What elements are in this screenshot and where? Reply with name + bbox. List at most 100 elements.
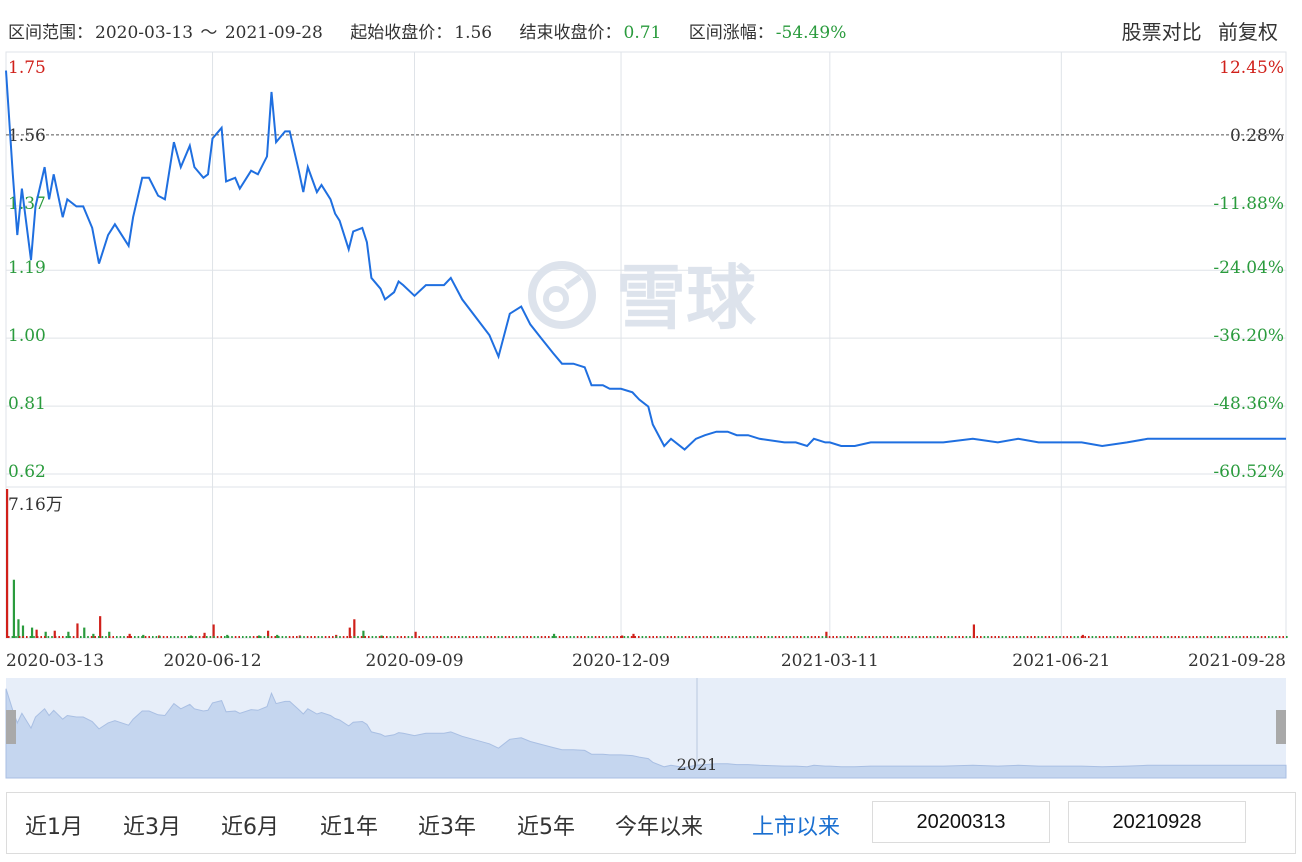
volume-bar-min bbox=[767, 636, 770, 638]
navigator-area bbox=[5, 688, 1287, 779]
volume-bar-min bbox=[602, 636, 604, 638]
volume-bar bbox=[632, 633, 635, 638]
volume-bar-min bbox=[1239, 636, 1241, 638]
volume-bar-min bbox=[857, 636, 860, 638]
volume-bar-min bbox=[886, 636, 888, 638]
period-3m-button[interactable]: 近3月 bbox=[123, 815, 181, 840]
volume-bar-min bbox=[1286, 636, 1288, 638]
open-price-label: 起始收盘价： bbox=[350, 23, 453, 43]
period-since-listing-button[interactable]: 上市以来 bbox=[752, 815, 841, 840]
volume-bar-min bbox=[670, 636, 672, 638]
volume-bar-min bbox=[854, 636, 856, 638]
volume-bar-min bbox=[1260, 636, 1263, 638]
volume-bar-min bbox=[94, 636, 96, 638]
volume-bar-min bbox=[666, 636, 669, 638]
volume-bar-min bbox=[436, 636, 438, 638]
volume-bar-min bbox=[206, 636, 208, 638]
volume-bar-min bbox=[216, 636, 219, 638]
volume-bar bbox=[108, 631, 111, 638]
x-tick-label: 2020-06-12 bbox=[164, 651, 262, 671]
volume-bar-min bbox=[126, 636, 129, 638]
period-1y-button[interactable]: 近1年 bbox=[320, 815, 378, 840]
volume-bar-min bbox=[1041, 636, 1043, 638]
volume-bar-min bbox=[108, 636, 111, 638]
volume-bar-min bbox=[562, 636, 564, 638]
volume-bar-min bbox=[900, 636, 903, 638]
volume-bar bbox=[226, 634, 229, 638]
period-6m-button[interactable]: 近6月 bbox=[221, 815, 279, 840]
period-1m-button[interactable]: 近1月 bbox=[25, 815, 83, 840]
y-tick-label-left: 0.62 bbox=[8, 462, 46, 482]
volume-bar-min bbox=[335, 636, 338, 638]
volume-bar-min bbox=[681, 636, 683, 638]
volume-bar-min bbox=[1250, 636, 1252, 638]
end-date-input[interactable]: 20210928 bbox=[1068, 801, 1246, 843]
volume-bar bbox=[380, 635, 383, 638]
volume-bar-min bbox=[69, 636, 71, 638]
volume-bar-min bbox=[112, 636, 114, 638]
price-chart: 雪球 1.751.561.371.191.000.810.62 12.45%0.… bbox=[5, 51, 1288, 779]
volume-bar-min bbox=[1160, 636, 1162, 638]
watermark-logo-icon bbox=[528, 261, 596, 329]
volume-bar-min bbox=[306, 636, 309, 638]
price-series-line bbox=[5, 70, 1286, 451]
volume-bar-min bbox=[526, 636, 528, 638]
x-tick-label: 2020-12-09 bbox=[572, 651, 670, 671]
navigator-left-handle[interactable] bbox=[6, 710, 16, 744]
volume-bar-min bbox=[677, 636, 680, 638]
volume-bar-min bbox=[1062, 636, 1065, 638]
volume-bar-min bbox=[1016, 636, 1018, 638]
volume-bar-min bbox=[303, 636, 305, 638]
change-value: -54.49% bbox=[775, 23, 847, 43]
volume-bar-min bbox=[958, 636, 960, 638]
volume-bar-min bbox=[1181, 636, 1184, 638]
volume-bar-min bbox=[36, 636, 39, 638]
volume-bar-min bbox=[1282, 636, 1284, 638]
volume-bar-min bbox=[98, 636, 100, 638]
period-ytd-button[interactable]: 今年以来 bbox=[615, 815, 704, 840]
volume-bar-min bbox=[285, 636, 287, 638]
y-tick-label-left: 1.19 bbox=[8, 258, 46, 278]
period-5y-button[interactable]: 近5年 bbox=[517, 815, 575, 840]
x-tick-label: 2020-03-13 bbox=[6, 651, 104, 671]
volume-bar-min bbox=[530, 636, 532, 638]
volume-bar-min bbox=[497, 636, 500, 638]
volume-bar-min bbox=[80, 636, 82, 638]
header-actions: 股票对比 前复权 bbox=[1112, 16, 1278, 45]
volume-bar-min bbox=[1019, 636, 1022, 638]
volume-bar-min bbox=[1174, 636, 1176, 638]
volume-bar-min bbox=[792, 636, 795, 638]
start-date-input[interactable]: 20200313 bbox=[872, 801, 1050, 843]
volume-bar-min bbox=[393, 636, 395, 638]
volume-bar-min bbox=[1134, 636, 1137, 638]
volume-bar-min bbox=[828, 636, 831, 638]
x-tick-label: 2021-06-21 bbox=[1012, 651, 1110, 671]
volume-bar-min bbox=[879, 636, 881, 638]
volume-bar-min bbox=[774, 636, 777, 638]
volume-bar-min bbox=[494, 636, 496, 638]
volume-bar-min bbox=[368, 636, 370, 638]
volume-bar-min bbox=[407, 636, 410, 638]
period-3y-button[interactable]: 近3年 bbox=[418, 815, 476, 840]
volume-bar-min bbox=[134, 636, 136, 638]
volume-bar-min bbox=[983, 636, 986, 638]
volume-bar-min bbox=[1232, 636, 1234, 638]
volume-bar-min bbox=[450, 636, 453, 638]
volume-bar-min bbox=[342, 636, 345, 638]
volume-bar-min bbox=[378, 636, 381, 638]
volume-bar-min bbox=[468, 636, 471, 638]
compare-stocks-button[interactable]: 股票对比 bbox=[1121, 20, 1202, 44]
volume-bar bbox=[76, 623, 79, 638]
volume-bar-min bbox=[1113, 636, 1115, 638]
adjust-mode-button[interactable]: 前复权 bbox=[1218, 20, 1278, 44]
navigator-right-handle[interactable] bbox=[1276, 710, 1286, 744]
change-label: 区间涨幅： bbox=[688, 23, 774, 43]
range-header: 区间范围： 2020-03-13 ～ 2021-09-28 起始收盘价： 1.56 … bbox=[8, 18, 848, 43]
volume-bar-min bbox=[1102, 636, 1104, 638]
y-axis-left: 1.751.561.371.191.000.810.62 bbox=[8, 58, 46, 482]
volume-bar-min bbox=[1048, 636, 1050, 638]
volume-bar-min bbox=[1217, 636, 1220, 638]
volume-bar-min bbox=[836, 636, 838, 638]
volume-bar-min bbox=[1023, 636, 1025, 638]
volume-bar-min bbox=[962, 636, 964, 638]
